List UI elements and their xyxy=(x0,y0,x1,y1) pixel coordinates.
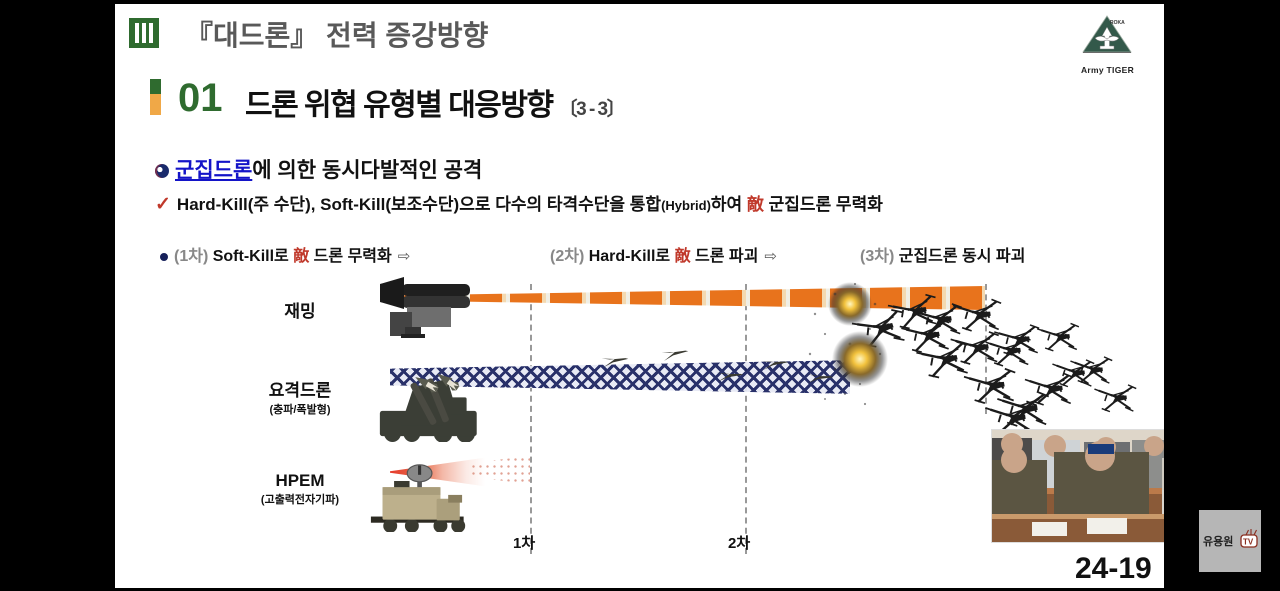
svg-text:유용원: 유용원 xyxy=(1203,534,1233,548)
svg-text:TV: TV xyxy=(1243,538,1254,547)
